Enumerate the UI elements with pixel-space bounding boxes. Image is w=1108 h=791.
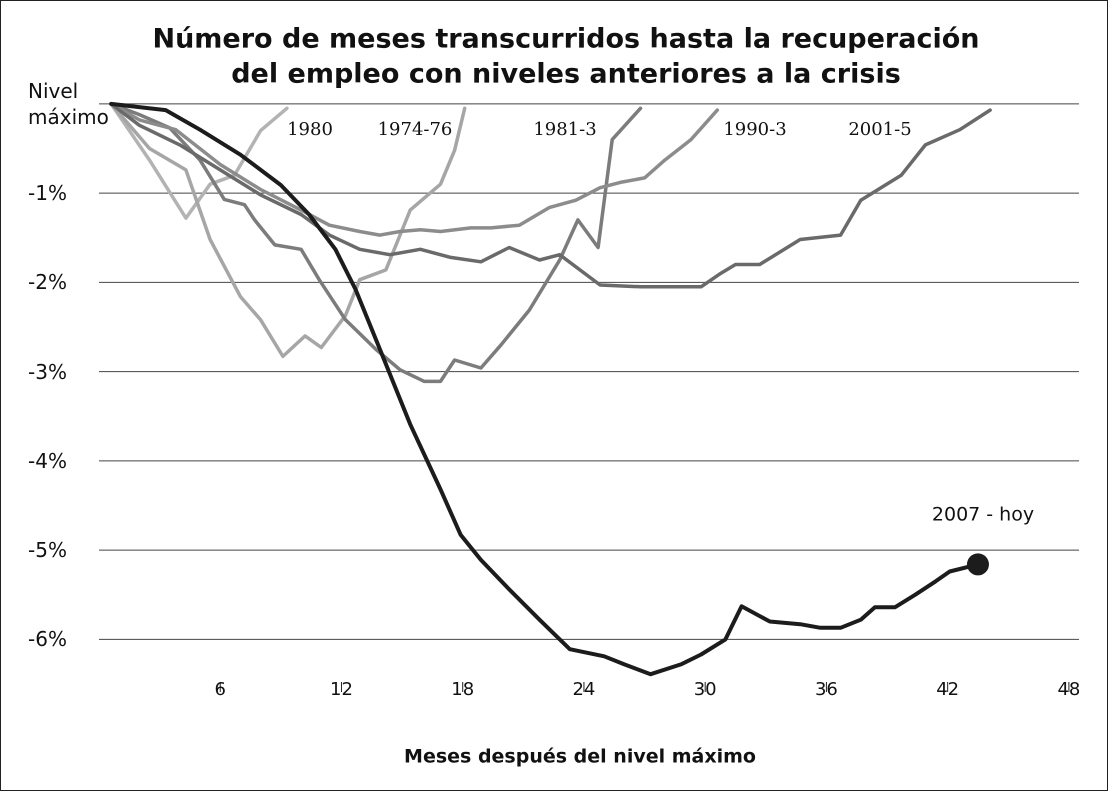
series-line	[109, 102, 467, 359]
x-tick-label: 36	[815, 679, 838, 700]
x-tick-label: 18	[451, 679, 474, 700]
series-label: 1990-3	[723, 119, 786, 140]
series-line	[109, 102, 643, 384]
series-label: 2007 - hoy	[932, 504, 1034, 526]
series-label: 2001-5	[848, 119, 911, 140]
x-tick-label: 12	[330, 679, 353, 700]
series-line	[109, 102, 720, 237]
series-label: 1981-3	[533, 119, 596, 140]
series-line	[109, 102, 289, 220]
y-tick-label: -3%	[28, 359, 67, 384]
x-tick-label: 42	[936, 679, 959, 700]
y-tick-label: -5%	[28, 538, 67, 563]
series-label: 1980	[287, 119, 333, 140]
x-axis-label: Meses después del nivel máximo	[404, 746, 756, 768]
chart-title: del empleo con niveles anteriores a la c…	[231, 59, 901, 90]
end-point	[966, 553, 989, 576]
y-tick-label: Nivel máximo	[28, 78, 109, 129]
y-tick-label: -2%	[28, 270, 67, 295]
x-tick-label: 24	[572, 679, 595, 700]
chart-title: Número de meses transcurridos hasta la r…	[152, 24, 979, 55]
x-tick-label: 30	[694, 679, 717, 700]
x-tick-label: 48	[1057, 679, 1080, 700]
y-tick-label: -1%	[28, 181, 67, 206]
series-line	[109, 102, 992, 289]
x-tick-label: 6	[215, 679, 226, 700]
y-tick-label: -6%	[28, 627, 67, 652]
series-label: 1974-76	[378, 119, 453, 140]
y-tick-label: -4%	[28, 448, 67, 473]
series-line	[109, 101, 980, 677]
